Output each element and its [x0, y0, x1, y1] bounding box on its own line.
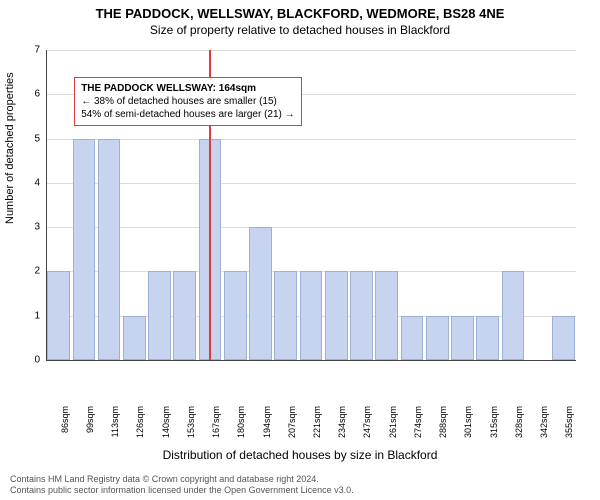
x-tick-label: 288sqm — [438, 406, 448, 452]
x-tick-label: 140sqm — [161, 406, 171, 452]
x-tick-label: 126sqm — [135, 406, 145, 452]
x-tick-label: 194sqm — [262, 406, 272, 452]
histogram-bar — [300, 271, 323, 360]
histogram-bar — [426, 316, 449, 360]
annotation-line2: 54% of semi-detached houses are larger (… — [81, 108, 294, 121]
histogram-bar — [502, 271, 525, 360]
plot-area: 0123456786sqm99sqm113sqm126sqm140sqm153s… — [46, 50, 576, 410]
histogram-bar — [476, 316, 499, 360]
annotation-line1: ← 38% of detached houses are smaller (15… — [81, 95, 294, 108]
histogram-bar — [401, 316, 424, 360]
y-tick-label: 4 — [34, 177, 46, 188]
histogram-bar — [350, 271, 373, 360]
x-tick-label: 167sqm — [211, 406, 221, 452]
grid-line — [46, 227, 576, 228]
y-tick-label: 3 — [34, 222, 46, 233]
x-axis-label: Distribution of detached houses by size … — [0, 448, 600, 462]
x-tick-label: 342sqm — [539, 406, 549, 452]
y-tick-label: 2 — [34, 266, 46, 277]
y-tick-label: 6 — [34, 89, 46, 100]
histogram-bar — [451, 316, 474, 360]
histogram-bar — [173, 271, 196, 360]
footnote-line2: Contains public sector information licen… — [10, 485, 354, 496]
histogram-bar — [148, 271, 171, 360]
histogram-bar — [274, 271, 297, 360]
x-tick-label: 261sqm — [388, 406, 398, 452]
histogram-bar — [73, 139, 96, 360]
histogram-bar — [249, 227, 272, 360]
y-tick-label: 5 — [34, 133, 46, 144]
x-tick-label: 274sqm — [413, 406, 423, 452]
x-tick-label: 328sqm — [514, 406, 524, 452]
x-tick-label: 99sqm — [85, 406, 95, 452]
x-tick-label: 315sqm — [489, 406, 499, 452]
x-tick-label: 180sqm — [236, 406, 246, 452]
y-tick-label: 0 — [34, 355, 46, 366]
grid-line — [46, 139, 576, 140]
annotation-box: THE PADDOCK WELLSWAY: 164sqm← 38% of det… — [74, 77, 301, 126]
x-tick-label: 207sqm — [287, 406, 297, 452]
grid-line — [46, 50, 576, 51]
x-tick-label: 234sqm — [337, 406, 347, 452]
x-tick-label: 221sqm — [312, 406, 322, 452]
x-tick-label: 355sqm — [564, 406, 574, 452]
x-tick-label: 113sqm — [110, 406, 120, 452]
chart-title: THE PADDOCK, WELLSWAY, BLACKFORD, WEDMOR… — [0, 0, 600, 21]
x-tick-label: 247sqm — [362, 406, 372, 452]
y-axis-label: Number of detached properties — [4, 72, 16, 224]
y-tick-label: 7 — [34, 45, 46, 56]
annotation-title: THE PADDOCK WELLSWAY: 164sqm — [81, 82, 294, 95]
x-tick-label: 153sqm — [186, 406, 196, 452]
grid-line — [46, 183, 576, 184]
histogram-bar — [98, 139, 121, 360]
histogram-bar — [552, 316, 575, 360]
histogram-bar — [325, 271, 348, 360]
footnote-line1: Contains HM Land Registry data © Crown c… — [10, 474, 354, 485]
x-axis — [46, 360, 576, 361]
histogram-bar — [224, 271, 247, 360]
histogram-bar — [375, 271, 398, 360]
histogram-bar — [47, 271, 70, 360]
x-tick-label: 301sqm — [463, 406, 473, 452]
histogram-bar — [123, 316, 146, 360]
x-tick-label: 86sqm — [60, 406, 70, 452]
chart-subtitle: Size of property relative to detached ho… — [0, 23, 600, 37]
y-tick-label: 1 — [34, 310, 46, 321]
footnote: Contains HM Land Registry data © Crown c… — [10, 474, 354, 497]
